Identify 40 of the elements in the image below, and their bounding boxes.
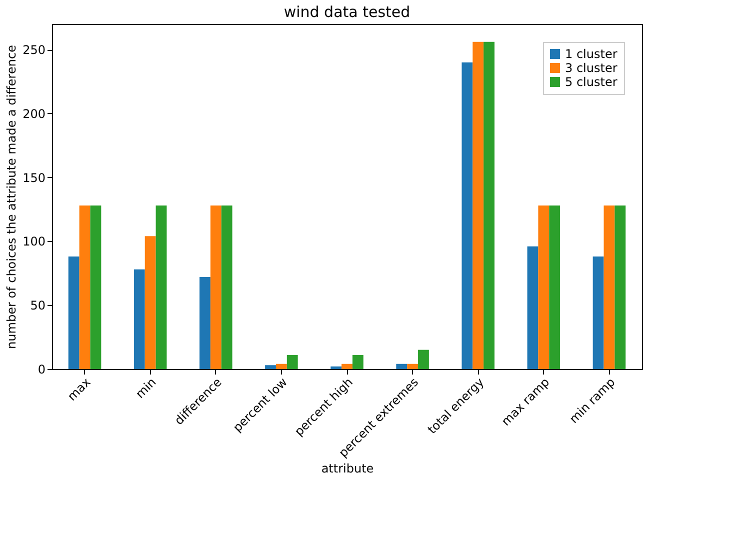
bar (538, 205, 550, 369)
bar (286, 354, 298, 369)
x-axis-title: attribute (321, 461, 374, 476)
bar (418, 350, 429, 369)
chart-title: wind data tested (284, 3, 410, 21)
bar (330, 366, 342, 369)
y-tick-label: 0 (38, 362, 46, 376)
y-tick-label: 150 (22, 170, 46, 185)
bar (342, 364, 352, 369)
bar (407, 364, 418, 369)
bar (210, 205, 222, 369)
bar (79, 205, 90, 369)
bar (221, 205, 232, 369)
bar (352, 354, 364, 369)
y-tick-label: 200 (22, 106, 46, 121)
bar (156, 205, 167, 369)
bar (144, 236, 156, 369)
bar (614, 205, 626, 369)
bar (396, 364, 408, 369)
bar (68, 256, 80, 369)
bar (200, 277, 210, 369)
bar (592, 256, 604, 369)
bar (549, 205, 560, 369)
bar (265, 365, 276, 369)
y-tick-label: 50 (30, 298, 46, 313)
bar (472, 42, 484, 369)
x-tick-label: min (132, 375, 159, 401)
legend-label: 5 cluster (565, 75, 618, 89)
bar (276, 364, 287, 369)
bar (134, 269, 145, 369)
y-tick-label: 100 (22, 234, 46, 249)
bar (527, 246, 538, 369)
bar (484, 42, 494, 369)
bar (604, 205, 615, 369)
bar (462, 62, 473, 369)
y-axis-title: number of choices the attribute made a difference (4, 45, 19, 349)
legend-label: 1 cluster (565, 47, 618, 61)
bar (90, 205, 102, 369)
y-tick-label: 250 (22, 43, 46, 58)
legend-label: 3 cluster (565, 61, 618, 75)
